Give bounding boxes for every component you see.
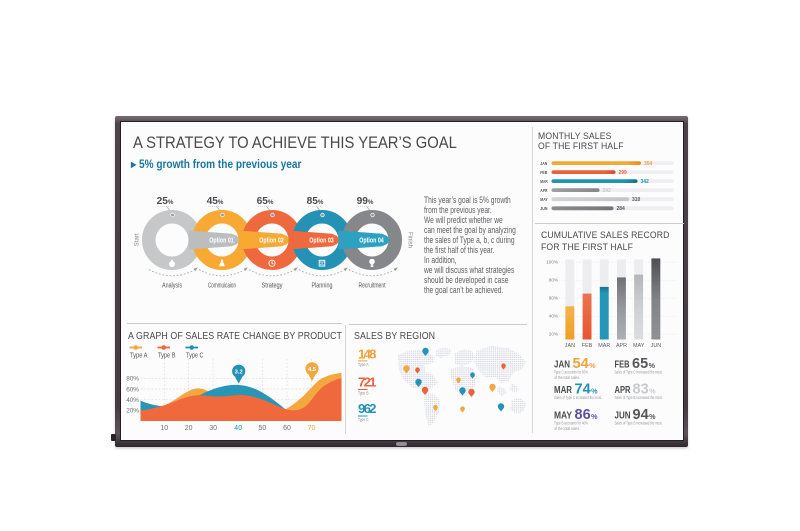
svg-text:JUN: JUN — [540, 206, 548, 211]
svg-text:Type B: Type B — [358, 390, 369, 396]
svg-text:APR: APR — [614, 385, 631, 396]
svg-text:Type C accounts for 50%: Type C accounts for 50% — [554, 370, 588, 375]
svg-text:40: 40 — [234, 425, 242, 432]
svg-text:MAR: MAR — [540, 179, 548, 184]
svg-text:Planning: Planning — [312, 281, 333, 290]
svg-text:40%: 40% — [548, 314, 557, 319]
svg-text:40%: 40% — [126, 397, 139, 404]
svg-text:60: 60 — [283, 425, 291, 432]
svg-text:of the total sales.: of the total sales. — [554, 375, 580, 380]
svg-text:299: 299 — [618, 170, 627, 176]
svg-text:Type A: Type A — [358, 362, 369, 368]
svg-text:Sales of Type B increased the: Sales of Type B increased the most. — [614, 421, 662, 426]
svg-text:721: 721 — [358, 374, 377, 389]
svg-text:JAN: JAN — [554, 360, 570, 371]
svg-text:MAR: MAR — [598, 343, 610, 349]
svg-text:80%: 80% — [126, 376, 139, 383]
svg-text:JUN: JUN — [650, 343, 661, 349]
svg-text:MAY: MAY — [540, 197, 547, 202]
svg-text:10: 10 — [160, 425, 168, 432]
svg-text:Type C: Type C — [186, 351, 204, 360]
svg-text:Sales of Type C increased the: Sales of Type C increased the most. — [554, 395, 602, 400]
svg-text:50: 50 — [258, 425, 266, 432]
svg-text:APR: APR — [540, 188, 548, 193]
svg-text:284: 284 — [616, 206, 625, 212]
svg-text:60%: 60% — [126, 386, 139, 393]
svg-text:3.2: 3.2 — [234, 370, 242, 376]
svg-text:Finish: Finish — [407, 232, 414, 248]
svg-text:45%: 45% — [207, 196, 224, 207]
svg-text:342: 342 — [640, 179, 649, 185]
svg-text:99%: 99% — [357, 196, 374, 207]
svg-text:Option 02: Option 02 — [259, 237, 284, 244]
svg-text:Type B: Type B — [158, 351, 176, 360]
svg-text:148: 148 — [358, 347, 377, 362]
svg-text:Type B accounts for 40%: Type B accounts for 40% — [554, 421, 588, 426]
svg-text:Sales of Type C increased the: Sales of Type C increased the most. — [614, 370, 662, 375]
svg-text:354: 354 — [644, 161, 653, 167]
svg-text:100%: 100% — [546, 260, 558, 265]
svg-text:MAY: MAY — [633, 343, 645, 349]
svg-text:Type A: Type A — [130, 351, 148, 360]
svg-text:242: 242 — [602, 188, 611, 194]
svg-text:65%: 65% — [257, 196, 274, 207]
svg-text:Commuicaion: Commuicaion — [208, 281, 236, 290]
svg-text:Option 04: Option 04 — [359, 237, 384, 244]
svg-text:20%: 20% — [126, 408, 139, 415]
svg-text:MAY: MAY — [554, 411, 572, 422]
svg-text:20: 20 — [184, 425, 192, 432]
svg-text:JUN: JUN — [614, 411, 630, 422]
svg-text:MAR: MAR — [554, 385, 573, 396]
svg-text:FEB: FEB — [614, 360, 629, 371]
svg-text:60%: 60% — [548, 296, 557, 301]
svg-text:JAN: JAN — [564, 343, 574, 349]
svg-text:Analysis: Analysis — [162, 281, 182, 290]
svg-text:20%: 20% — [548, 332, 557, 337]
svg-text:80%: 80% — [548, 278, 557, 283]
svg-text:Recruitment: Recruitment — [359, 281, 386, 290]
svg-text:APR: APR — [615, 343, 626, 349]
svg-text:Strategy: Strategy — [262, 281, 283, 290]
svg-text:30: 30 — [209, 425, 217, 432]
svg-text:of the total sales.: of the total sales. — [554, 426, 580, 431]
svg-text:962: 962 — [358, 401, 377, 416]
svg-text:Start: Start — [134, 233, 141, 246]
svg-text:Option 03: Option 03 — [309, 237, 334, 244]
svg-text:JAN: JAN — [540, 161, 548, 166]
svg-text:FEB: FEB — [540, 170, 548, 175]
svg-text:Sales of Type B increased the: Sales of Type B increased the most. — [614, 395, 662, 400]
svg-text:25%: 25% — [157, 196, 174, 207]
svg-text:85%: 85% — [307, 196, 324, 207]
svg-text:Type C: Type C — [358, 417, 369, 423]
svg-text:Option 01: Option 01 — [209, 237, 234, 244]
svg-text:FEB: FEB — [581, 343, 592, 349]
svg-text:310: 310 — [632, 197, 641, 203]
svg-text:70: 70 — [307, 425, 315, 432]
svg-text:4.5: 4.5 — [307, 367, 316, 373]
